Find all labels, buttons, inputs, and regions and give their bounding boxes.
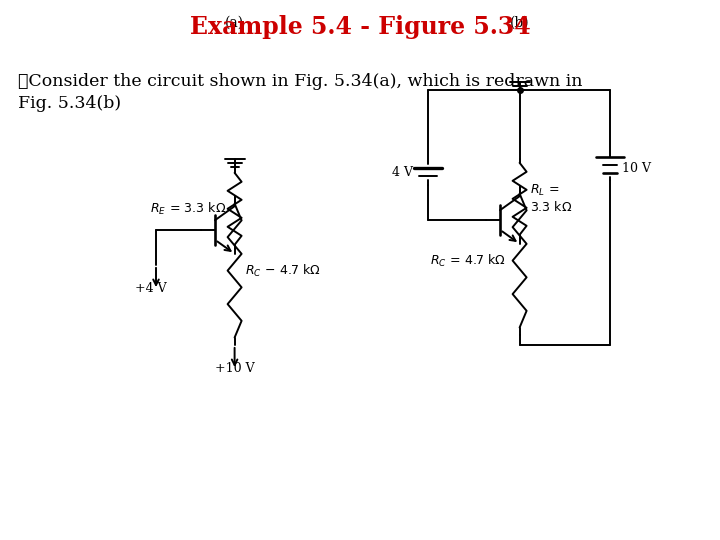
Text: (a): (a) bbox=[225, 16, 244, 30]
Text: $R_C\,=\,4.7\ \mathrm{k\Omega}$: $R_C\,=\,4.7\ \mathrm{k\Omega}$ bbox=[430, 253, 505, 269]
Text: 4 V: 4 V bbox=[392, 165, 413, 179]
Text: +4 V: +4 V bbox=[135, 282, 167, 295]
Text: ❖Consider the circuit shown in Fig. 5.34(a), which is redrawn in: ❖Consider the circuit shown in Fig. 5.34… bbox=[18, 73, 582, 90]
Text: (b): (b) bbox=[510, 16, 529, 30]
Text: 10 V: 10 V bbox=[622, 163, 651, 176]
Text: $R_E\,=\,3.3\ \mathrm{k\Omega}$: $R_E\,=\,3.3\ \mathrm{k\Omega}$ bbox=[150, 201, 226, 217]
Text: $R_C\,-\,4.7\ \mathrm{k\Omega}$: $R_C\,-\,4.7\ \mathrm{k\Omega}$ bbox=[245, 262, 320, 279]
Text: Example 5.4 - Figure 5.34: Example 5.4 - Figure 5.34 bbox=[189, 15, 531, 39]
Text: Fig. 5.34(b): Fig. 5.34(b) bbox=[18, 95, 121, 112]
Text: $R_L\,=$
$3.3\ \mathrm{k\Omega}$: $R_L\,=$ $3.3\ \mathrm{k\Omega}$ bbox=[530, 183, 572, 214]
Text: +10 V: +10 V bbox=[215, 362, 254, 375]
